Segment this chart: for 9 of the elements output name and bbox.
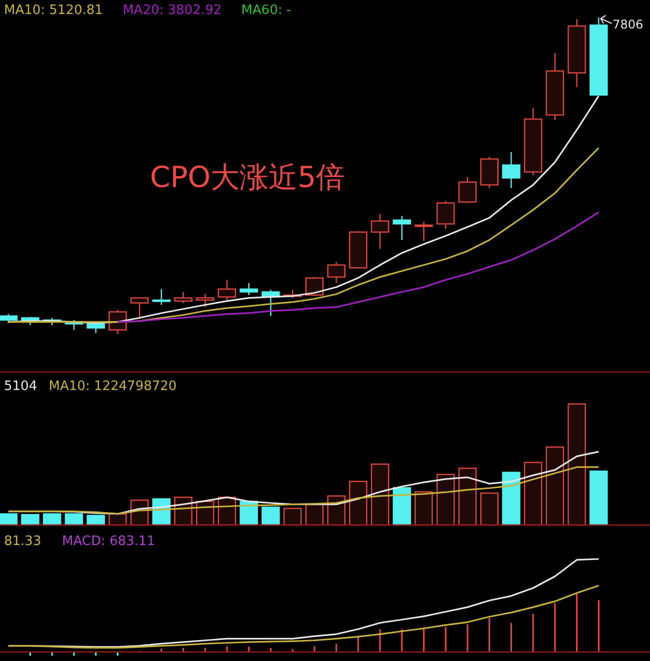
text: MA10: 5120.81 — [4, 3, 103, 18]
text: 5104 — [4, 379, 38, 394]
annotation: MA60: - — [241, 3, 292, 18]
text: MA20: 3802.92 — [122, 3, 222, 18]
text: MACD: 683.11 — [62, 534, 155, 549]
text: 7806 — [612, 18, 644, 32]
text: MA10: 1224798720 — [48, 379, 177, 394]
text: 81.33 — [4, 534, 42, 549]
text: CPO大涨近5倍 — [150, 160, 346, 194]
